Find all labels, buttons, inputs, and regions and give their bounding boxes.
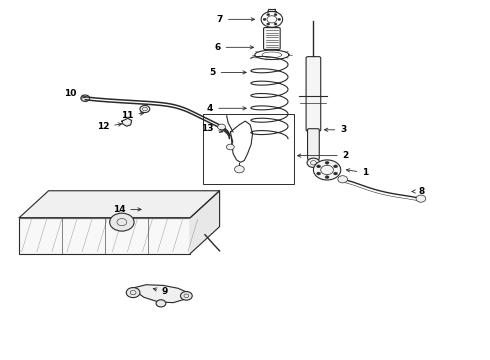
Circle shape: [274, 23, 277, 25]
Text: 4: 4: [207, 104, 246, 113]
Circle shape: [267, 14, 270, 16]
Circle shape: [317, 165, 320, 168]
Text: 5: 5: [209, 68, 246, 77]
Circle shape: [156, 300, 166, 307]
Text: 9: 9: [153, 287, 168, 296]
Circle shape: [278, 18, 281, 21]
Text: 6: 6: [214, 43, 253, 52]
Text: 12: 12: [97, 122, 122, 131]
Text: 7: 7: [217, 15, 254, 24]
Circle shape: [338, 176, 347, 183]
Bar: [203, 114, 294, 184]
Circle shape: [140, 105, 150, 113]
Circle shape: [416, 195, 426, 202]
Circle shape: [235, 166, 245, 173]
Text: 14: 14: [113, 205, 141, 214]
FancyBboxPatch shape: [264, 28, 280, 49]
FancyBboxPatch shape: [308, 129, 319, 159]
Circle shape: [334, 172, 338, 175]
Circle shape: [325, 176, 329, 179]
Circle shape: [325, 161, 329, 164]
Polygon shape: [122, 118, 132, 126]
FancyBboxPatch shape: [306, 57, 321, 131]
Circle shape: [317, 172, 320, 175]
Circle shape: [314, 160, 341, 180]
Polygon shape: [19, 191, 220, 218]
Polygon shape: [132, 285, 188, 303]
Circle shape: [226, 144, 234, 150]
Circle shape: [81, 95, 90, 102]
Circle shape: [334, 165, 338, 168]
Circle shape: [110, 213, 134, 231]
Polygon shape: [190, 191, 220, 253]
Text: 1: 1: [346, 168, 368, 177]
Text: 3: 3: [324, 125, 346, 134]
Circle shape: [274, 14, 277, 16]
Circle shape: [267, 23, 270, 25]
Circle shape: [263, 18, 266, 21]
Text: 8: 8: [412, 187, 425, 196]
Bar: [19, 218, 190, 253]
Circle shape: [126, 288, 140, 298]
Circle shape: [218, 124, 225, 130]
Text: 2: 2: [297, 151, 349, 160]
Text: 10: 10: [64, 89, 85, 98]
Text: 11: 11: [121, 111, 144, 120]
Text: 13: 13: [201, 123, 223, 132]
Circle shape: [180, 292, 192, 300]
Circle shape: [307, 158, 320, 167]
